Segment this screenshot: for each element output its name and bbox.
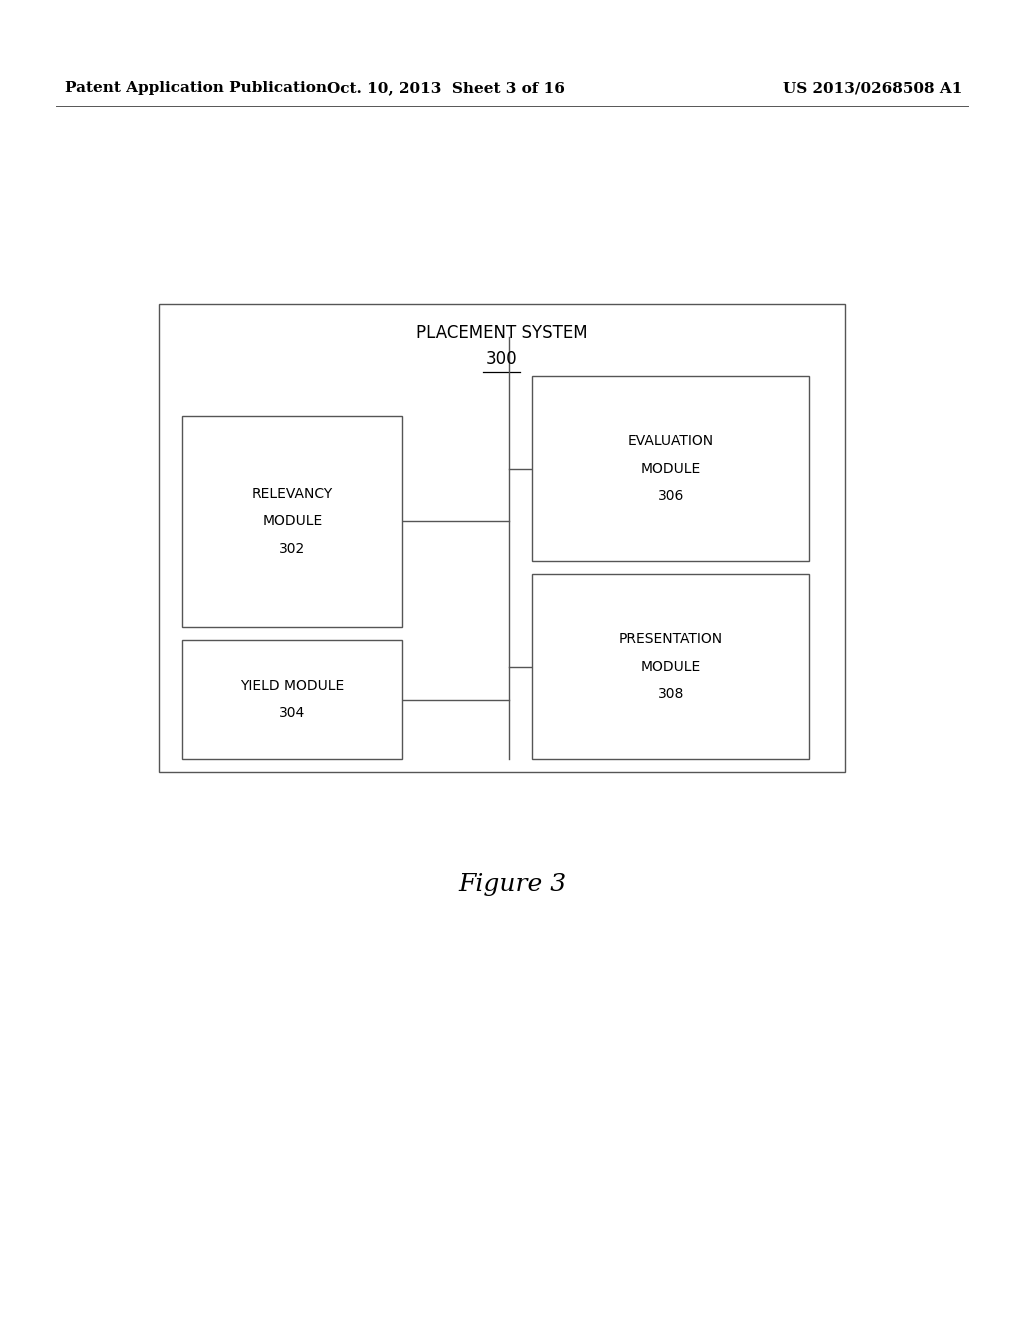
- Text: Patent Application Publication: Patent Application Publication: [65, 82, 327, 95]
- Text: Figure 3: Figure 3: [458, 873, 566, 896]
- Text: 308: 308: [657, 688, 684, 701]
- Bar: [182, 416, 402, 627]
- Text: PLACEMENT SYSTEM: PLACEMENT SYSTEM: [416, 323, 588, 342]
- Text: RELEVANCY: RELEVANCY: [252, 487, 333, 500]
- Bar: [532, 574, 809, 759]
- Text: MODULE: MODULE: [641, 660, 700, 673]
- Text: Oct. 10, 2013  Sheet 3 of 16: Oct. 10, 2013 Sheet 3 of 16: [327, 82, 564, 95]
- Text: MODULE: MODULE: [262, 515, 323, 528]
- Bar: [159, 304, 845, 772]
- Text: YIELD MODULE: YIELD MODULE: [241, 678, 344, 693]
- Text: US 2013/0268508 A1: US 2013/0268508 A1: [783, 82, 963, 95]
- Text: 306: 306: [657, 490, 684, 503]
- Bar: [182, 640, 402, 759]
- Text: 304: 304: [280, 706, 305, 721]
- Text: MODULE: MODULE: [641, 462, 700, 475]
- Text: PRESENTATION: PRESENTATION: [618, 632, 723, 645]
- Text: EVALUATION: EVALUATION: [628, 434, 714, 447]
- Text: 300: 300: [486, 350, 517, 368]
- Bar: [532, 376, 809, 561]
- Text: 302: 302: [280, 543, 305, 556]
